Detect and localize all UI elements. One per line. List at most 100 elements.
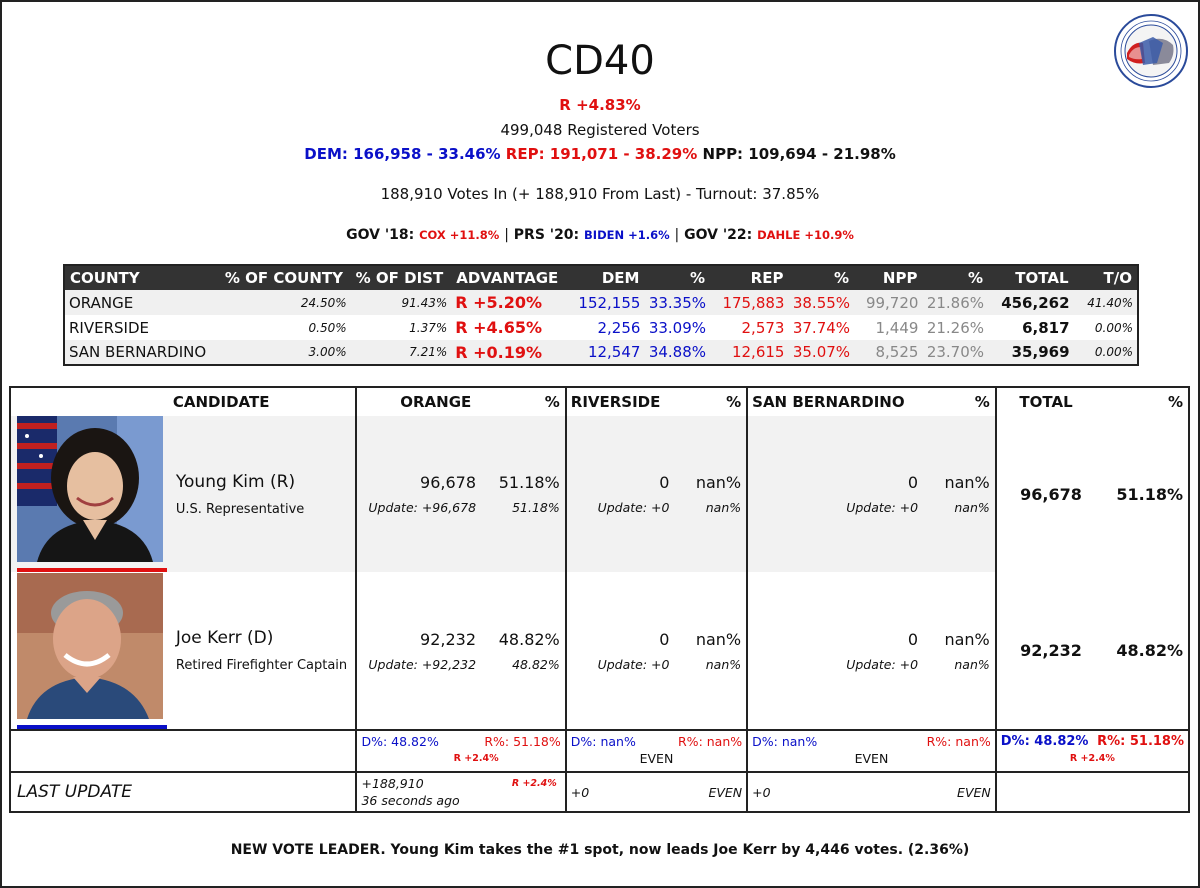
riverside-votes: 0 — [659, 473, 670, 492]
candidate-photo-cell — [10, 572, 173, 730]
riverside-pct-cell: nan% nan% — [677, 572, 747, 730]
riverside-last-votes: +0 — [570, 784, 590, 800]
col-orange-pct: % — [544, 393, 560, 411]
rep-pct: 35.07% — [788, 340, 855, 365]
riverside-advantage: EVEN — [639, 751, 674, 766]
district-advantage: R +4.83% — [559, 96, 641, 114]
orange-last-time: 36 seconds ago — [361, 793, 460, 808]
orange-pct-cell: 51.18% 51.18% — [484, 416, 566, 572]
candidate-row: Joe Kerr (D) Retired Firefighter Captain… — [10, 572, 1189, 730]
advantage: R +5.20% — [451, 290, 564, 315]
party-registration: DEM: 166,958 - 33.46% REP: 191,071 - 38.… — [0, 145, 1200, 163]
last-update-label: LAST UPDATE — [10, 771, 357, 812]
turnout: 0.00% — [1094, 320, 1133, 335]
registered-voters: 499,048 Registered Voters — [500, 121, 700, 139]
riverside-votes-cell: 0 Update: +0 — [564, 416, 678, 572]
orange-votes-cell: 92,232 Update: +92,232 — [355, 572, 485, 730]
orange-last-advantage: R +2.4% — [511, 778, 557, 789]
candidate-table: CANDIDATE ORANGE % RIVERSIDE % SAN BERNA… — [9, 386, 1190, 813]
total-pct: 51.18% — [1116, 484, 1183, 504]
turnout: 0.00% — [1073, 340, 1138, 365]
rep-registration: REP: 191,071 - 38.29% — [505, 145, 698, 163]
total-count: 35,969 — [988, 340, 1074, 365]
county-row: SAN BERNARDINO 3.00% 7.21% R +0.19% 12,5… — [64, 340, 1138, 365]
sanbern-update: Update: +0 — [846, 656, 919, 672]
prs20-label: PRS '20: — [513, 227, 580, 243]
candidate-photo-joe-kerr — [17, 572, 163, 719]
county-table: COUNTY % OF COUNTY % OF DIST ADVANTAGE D… — [63, 264, 1139, 366]
county-row: ORANGE 24.50% 91.43% R +5.20% 152,155 33… — [64, 290, 1138, 315]
sanbern-last-votes: +0 — [752, 784, 771, 800]
gov22-label: GOV '22: — [684, 227, 753, 243]
orange-pct-cell: 48.82% 48.82% — [484, 572, 566, 730]
orange-update: Update: +92,232 — [368, 656, 477, 672]
riverside-votes: 0 — [659, 629, 670, 649]
gov18-value: COX +11.8% — [419, 228, 500, 242]
prs20-value: BIDEN +1.6% — [584, 228, 670, 242]
separator: | — [674, 227, 680, 243]
total-count: 456,262 — [988, 290, 1074, 315]
turnout: 41.40% — [1073, 290, 1138, 315]
col-npp-pct: % — [922, 265, 989, 290]
npp-registration: NPP: 109,694 - 21.98% — [702, 145, 896, 163]
pct-of-county: 3.00% — [219, 340, 351, 365]
gov22-value: DAHLE +10.9% — [757, 228, 854, 242]
sanbern-update: Update: +0 — [846, 500, 919, 515]
total-rep-pct: R%: 51.18% — [1097, 734, 1184, 749]
pct-of-dist: 7.21% — [350, 340, 452, 365]
orange-advantage: R +2.4% — [453, 753, 499, 764]
npp-count: 8,525 — [854, 340, 923, 365]
riverside-pct: nan% — [695, 473, 742, 492]
sanbern-rep-pct: R%: nan% — [926, 734, 991, 749]
candidate-photo-cell — [10, 416, 173, 572]
rep-count: 175,883 — [710, 290, 789, 315]
total-dem-pct: D%: 48.82% — [1000, 734, 1089, 749]
sanbern-pct: nan% — [944, 473, 990, 492]
col-advantage: ADVANTAGE — [451, 265, 564, 290]
sanbern-last-update: +0 EVEN — [746, 771, 996, 812]
dem-count: 12,547 — [563, 340, 645, 365]
party-underline-rep — [17, 568, 167, 572]
col-rep: REP — [710, 265, 789, 290]
orange-votes: 96,678 — [420, 473, 477, 492]
orange-last-votes: +188,910 — [361, 776, 424, 791]
col-dem: DEM — [563, 265, 645, 290]
pct-of-county: 24.50% — [219, 290, 351, 315]
col-turnout: T/O — [1073, 265, 1138, 290]
candidate-info: Young Kim (R) U.S. Representative — [172, 416, 357, 572]
col-npp: NPP — [854, 265, 923, 290]
col-rep-pct: % — [788, 265, 855, 290]
orange-votes-cell: 96,678 Update: +96,678 — [355, 416, 485, 572]
orange-votes: 92,232 — [420, 629, 477, 649]
pct-of-dist: 1.37% — [409, 320, 448, 335]
sanbern-votes: 0 — [907, 629, 919, 649]
sanbern-update-pct: nan% — [954, 656, 990, 672]
last-update-row: LAST UPDATE +188,910 R +2.4% 36 seconds … — [10, 771, 1189, 812]
riverside-update: Update: +0 — [597, 656, 670, 672]
advantage: R +0.19% — [451, 340, 564, 365]
dem-pct: 33.09% — [648, 318, 707, 337]
col-county: COUNTY — [64, 265, 220, 290]
riverside-summary: D%: nan% R%: nan% EVEN — [564, 729, 748, 772]
california-target-book-seal-icon — [1114, 14, 1188, 88]
summary-row: D%: 48.82% R%: 51.18% R +2.4% D%: nan% R… — [10, 729, 1189, 772]
dem-count: 152,155 — [563, 290, 645, 315]
county-table-header: COUNTY % OF COUNTY % OF DIST ADVANTAGE D… — [64, 265, 1138, 290]
col-pct-county: % OF COUNTY — [219, 265, 351, 290]
orange-rep-pct: R%: 51.18% — [484, 734, 561, 749]
county-name: ORANGE — [64, 290, 220, 315]
riverside-votes-cell: 0 Update: +0 — [564, 572, 678, 730]
total-pct: 48.82% — [1116, 641, 1183, 660]
total-last-update — [994, 771, 1189, 812]
candidate-info: Joe Kerr (D) Retired Firefighter Captain — [173, 572, 357, 730]
orange-update-pct: 51.18% — [512, 500, 560, 515]
orange-summary: D%: 48.82% R%: 51.18% R +2.4% — [355, 729, 566, 772]
riverside-last-update: +0 EVEN — [564, 771, 748, 812]
total-votes: 92,232 — [994, 572, 1096, 730]
col-orange: ORANGE — [355, 387, 485, 416]
separator: | — [504, 227, 509, 243]
candidate-name: Joe Kerr (D) — [175, 628, 274, 648]
sanbern-pct-cell: nan% nan% — [926, 416, 996, 572]
sanbern-dem-pct: D%: nan% — [752, 734, 818, 749]
